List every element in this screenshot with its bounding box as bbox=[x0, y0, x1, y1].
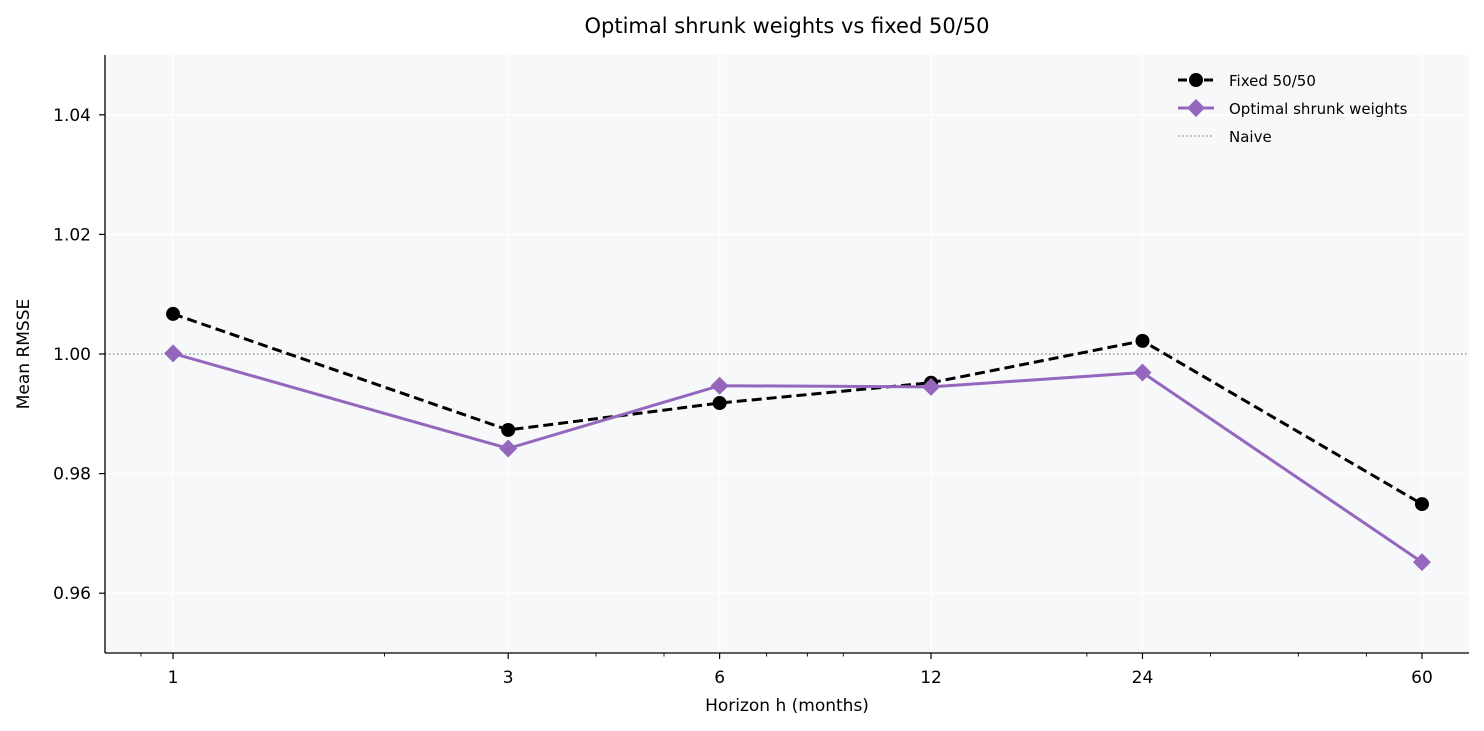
y-axis-label: Mean RMSSE bbox=[14, 299, 34, 410]
legend-optimal-label: Optimal shrunk weights bbox=[1229, 100, 1408, 118]
x-tick-label: 60 bbox=[1411, 668, 1433, 688]
legend-fixed-label: Fixed 50/50 bbox=[1229, 72, 1316, 90]
point-fixed bbox=[501, 422, 516, 437]
point-optimal bbox=[1133, 363, 1152, 382]
x-ticks: 1 3 6 12 24 60 bbox=[140, 653, 1433, 688]
y-tick-label: 0.98 bbox=[53, 465, 91, 485]
point-optimal bbox=[922, 377, 941, 396]
point-fixed bbox=[1414, 497, 1429, 512]
point-fixed bbox=[166, 306, 181, 321]
chart-title: Optimal shrunk weights vs fixed 50/50 bbox=[584, 14, 989, 38]
y-tick-label: 1.04 bbox=[53, 106, 91, 126]
legend-optimal-marker bbox=[1187, 99, 1205, 117]
y-tick-label: 1.00 bbox=[53, 345, 91, 365]
y-tick-label: 0.96 bbox=[53, 584, 91, 604]
y-tick-label: 1.02 bbox=[53, 225, 91, 245]
legend-item-fixed: Fixed 50/50 bbox=[1178, 72, 1316, 90]
legend-naive-label: Naive bbox=[1229, 128, 1272, 146]
x-tick-label: 3 bbox=[503, 668, 514, 688]
point-fixed bbox=[712, 396, 727, 411]
legend-fixed-marker bbox=[1189, 73, 1203, 87]
x-tick-label: 24 bbox=[1132, 668, 1154, 688]
point-fixed bbox=[1135, 333, 1150, 348]
series-line-optimal bbox=[172, 351, 1423, 564]
point-optimal bbox=[1412, 553, 1431, 572]
series bbox=[164, 306, 1431, 572]
x-tick-label: 6 bbox=[714, 668, 725, 688]
x-tick-label: 1 bbox=[168, 668, 179, 688]
x-tick-label: 12 bbox=[920, 668, 942, 688]
point-optimal bbox=[164, 344, 183, 363]
x-axis-label: Horizon h (months) bbox=[705, 696, 869, 716]
point-optimal bbox=[499, 439, 518, 458]
legend: Fixed 50/50 Optimal shrunk weights Naive bbox=[1178, 72, 1408, 146]
legend-item-naive: Naive bbox=[1178, 128, 1272, 146]
point-optimal bbox=[710, 376, 729, 395]
legend-item-optimal: Optimal shrunk weights bbox=[1178, 99, 1408, 118]
y-ticks: 0.96 0.98 1.00 1.02 1.04 bbox=[53, 106, 105, 604]
